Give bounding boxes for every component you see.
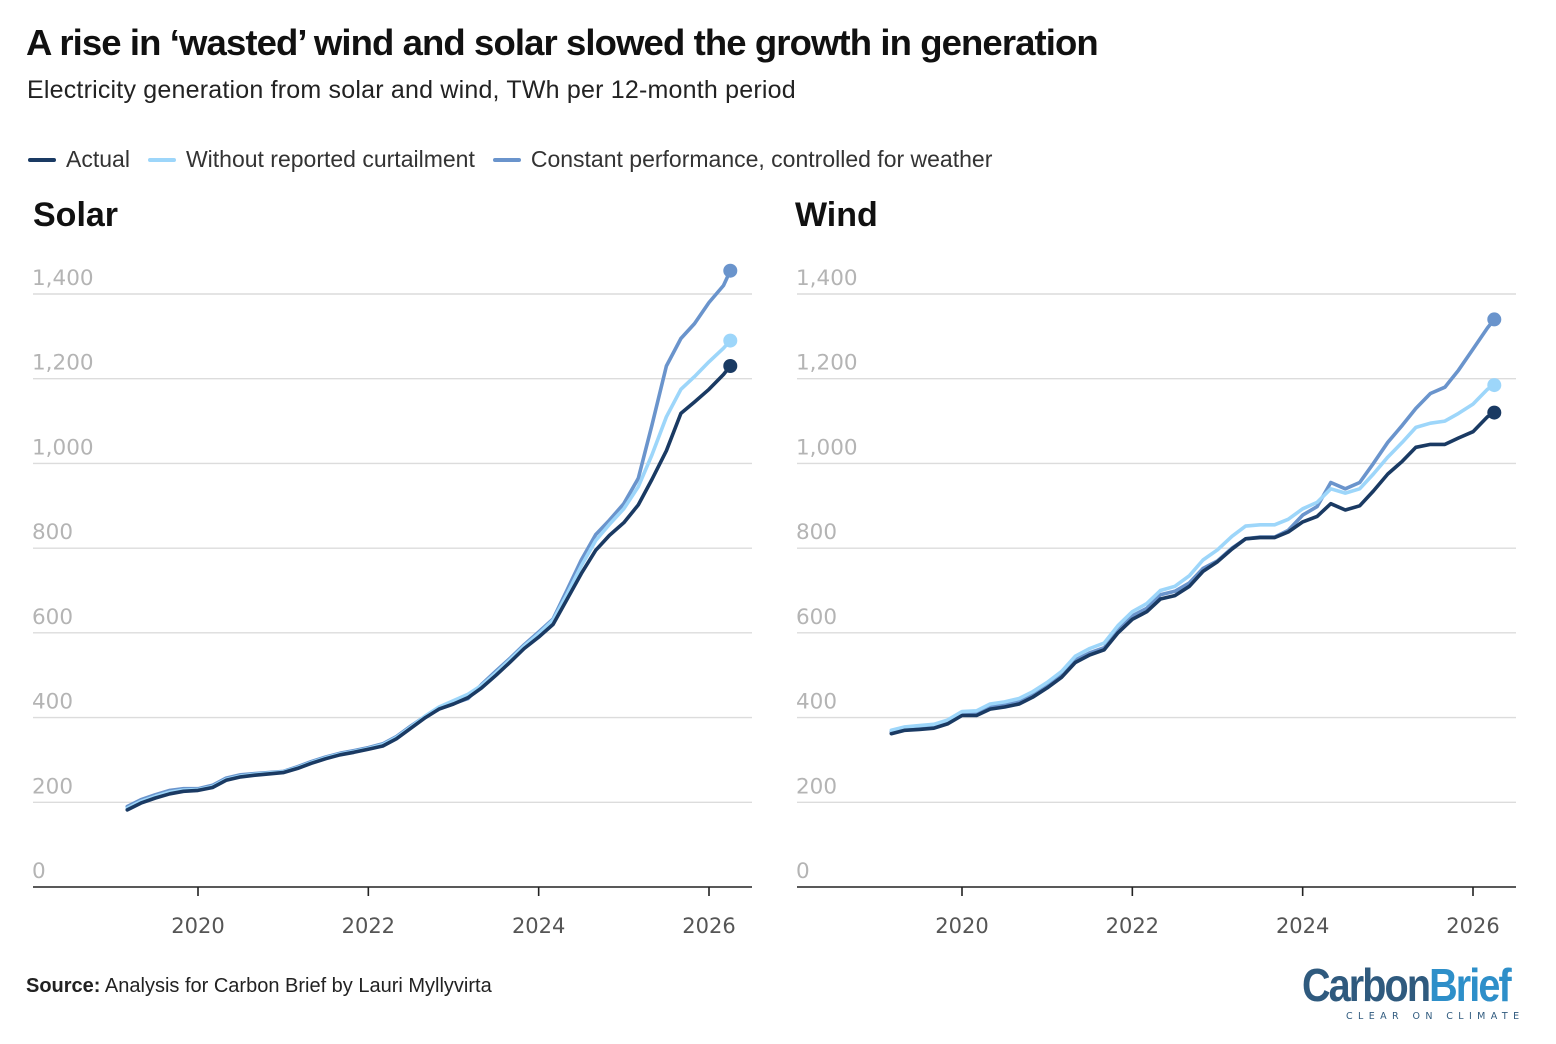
logo-brief: Brief [1429,959,1512,1011]
wind-xtick-label-2024: 2024 [1276,914,1329,938]
source-text: Analysis for Carbon Brief by Lauri Mylly… [104,975,492,997]
wind-xtick-label-2022: 2022 [1106,914,1159,938]
solar-line-constant-performance-controlled-for-weather [125,268,733,809]
wind-xtick-label-2026: 2026 [1446,914,1499,938]
solar-xtick-label-2020: 2020 [171,914,224,938]
logo-wordmark: CarbonBrief [1302,959,1512,1011]
solar-line-actual [125,364,733,812]
source-note: Source: Analysis for Carbon Brief by Lau… [26,975,492,998]
legend-swatch-without-curtailment [147,157,176,162]
legend-swatch-constant-performance [492,157,521,162]
chart-subtitle: Electricity generation from solar and wi… [27,76,796,104]
solar-panel-title: Solar [33,196,118,234]
solar-ytick-label-1200: 1,200 [32,351,94,376]
solar-ytick-label-800: 800 [32,520,73,545]
legend-label-without-curtailment: Without reported curtailment [185,146,475,172]
solar-ytick-label-400: 400 [32,690,73,715]
carbon-brief-logo: CarbonBrief CLEAR ON CLIMATE [1302,960,1522,1024]
logo-carbon: Carbon [1302,959,1431,1011]
solar-line-without-reported-curtailment [125,338,733,811]
wind-ytick-label-800: 800 [796,520,837,545]
wind-ytick-label-600: 600 [796,605,837,630]
wind-ytick-label-1000: 1,000 [796,435,858,460]
solar-ytick-label-600: 600 [32,605,73,630]
source-label: Source: [26,975,101,997]
wind-ytick-label-0: 0 [796,859,810,884]
wind-endpoint-without-reported-curtailment [1487,378,1502,393]
solar-ytick-label-0: 0 [32,859,46,884]
legend-item-without-curtailment: Without reported curtailment [147,146,475,173]
solar-endpoint-actual [723,359,738,374]
solar-endpoint-constant-performance-controlled-for-weather [723,263,738,278]
solar-xtick-label-2022: 2022 [342,914,395,938]
solar-xtick-label-2024: 2024 [512,914,565,938]
chart-title: A rise in ‘wasted’ wind and solar slowed… [26,22,1099,63]
wind-ytick-label-400: 400 [796,690,837,715]
solar-ytick-label-1000: 1,000 [32,435,94,460]
legend-swatch-actual [28,157,56,162]
wind-ytick-label-1400: 1,400 [796,266,858,291]
wind-endpoint-actual [1487,405,1502,420]
legend-item-constant-performance: Constant performance, controlled for wea… [492,146,993,173]
wind-line-actual [889,410,1497,736]
legend-item-actual: Actual [28,146,130,173]
logo-tagline: CLEAR ON CLIMATE [1346,1011,1525,1022]
solar-xtick-label-2026: 2026 [682,914,735,938]
wind-ytick-label-1200: 1,200 [796,351,858,376]
wind-line-without-reported-curtailment [889,383,1497,733]
wind-panel-title: Wind [795,196,878,234]
wind-line-constant-performance-controlled-for-weather [889,317,1497,734]
solar-ytick-label-1400: 1,400 [32,266,94,291]
wind-xtick-label-2020: 2020 [935,914,988,938]
legend: Actual Without reported curtailment Cons… [28,146,1010,173]
solar-ytick-label-200: 200 [32,774,73,799]
legend-label-constant-performance: Constant performance, controlled for wea… [530,146,993,172]
solar-endpoint-without-reported-curtailment [723,333,738,348]
wind-ytick-label-200: 200 [796,774,837,799]
wind-endpoint-constant-performance-controlled-for-weather [1487,312,1502,327]
legend-label-actual: Actual [66,146,130,172]
